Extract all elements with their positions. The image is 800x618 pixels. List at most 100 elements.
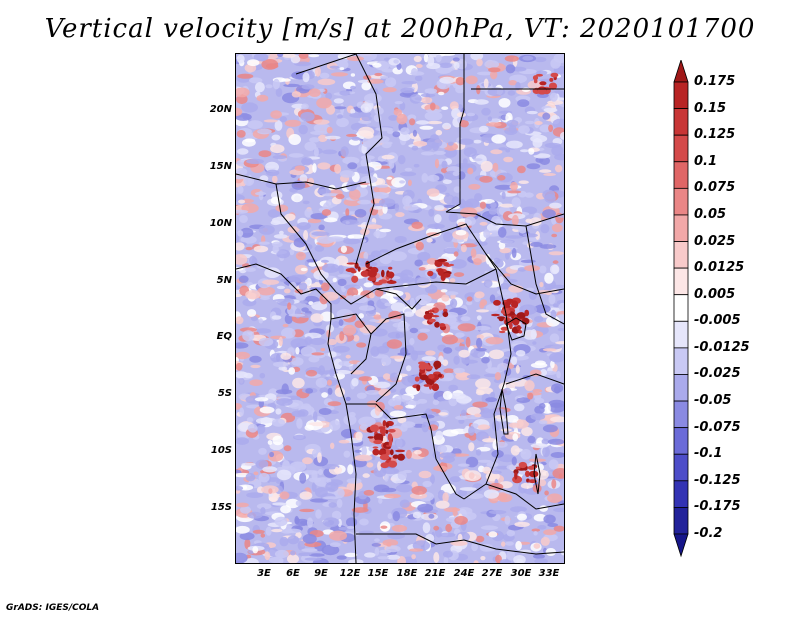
velocity-cell: [534, 558, 548, 563]
velocity-cell: [426, 137, 443, 148]
velocity-cell: [491, 470, 502, 475]
velocity-cell: [340, 428, 358, 439]
velocity-cell: [342, 219, 359, 225]
velocity-cell: [452, 171, 460, 177]
velocity-cell: [356, 342, 367, 348]
velocity-cell: [508, 422, 520, 428]
velocity-cell: [236, 316, 244, 325]
velocity-cell: [293, 434, 306, 441]
velocity-cell: [299, 300, 308, 304]
velocity-cell: [344, 284, 361, 290]
velocity-cell: [495, 441, 508, 448]
velocity-cell: [405, 404, 415, 409]
velocity-cell: [336, 555, 347, 560]
velocity-cell: [476, 315, 482, 321]
velocity-cell: [371, 454, 376, 461]
velocity-cell: [499, 559, 512, 563]
velocity-cell: [544, 193, 556, 203]
velocity-cell: [541, 438, 549, 445]
border-angola-north: [346, 403, 432, 430]
velocity-cell: [505, 251, 510, 260]
velocity-cell: [313, 119, 330, 125]
velocity-cell: [252, 529, 265, 534]
velocity-cell: [372, 62, 382, 68]
velocity-cell: [236, 167, 248, 176]
colorbar-segment: [673, 214, 689, 242]
velocity-cell: [258, 150, 272, 158]
border-namibia: [463, 539, 564, 555]
velocity-cell: [364, 552, 376, 558]
velocity-cell: [253, 54, 269, 62]
velocity-cell: [301, 470, 320, 475]
velocity-cell: [456, 395, 472, 404]
velocity-cell: [532, 138, 543, 148]
velocity-cell: [549, 333, 560, 343]
velocity-cell: [428, 289, 438, 293]
velocity-cell: [472, 401, 488, 408]
velocity-cell: [236, 148, 249, 155]
lon-label: 9E: [314, 568, 328, 579]
updraft-cell: [443, 308, 448, 313]
velocity-cell: [255, 191, 267, 196]
velocity-cell: [268, 556, 284, 563]
velocity-cell: [550, 92, 558, 102]
velocity-cell: [386, 176, 393, 180]
velocity-cell: [294, 165, 306, 171]
velocity-cell: [272, 435, 284, 446]
velocity-cell: [370, 346, 380, 357]
velocity-cell: [443, 556, 449, 563]
lakes: [499, 317, 541, 495]
velocity-cell: [292, 377, 305, 389]
colorbar-segment: [673, 374, 689, 402]
velocity-cell: [308, 355, 320, 363]
velocity-cell: [415, 64, 423, 68]
velocity-cell: [458, 138, 474, 145]
velocity-cell: [322, 263, 340, 273]
velocity-cell: [387, 532, 405, 540]
velocity-cell: [395, 484, 413, 493]
velocity-cell: [327, 379, 332, 386]
velocity-cell: [287, 554, 299, 563]
velocity-cell: [349, 189, 361, 200]
velocity-cell: [359, 54, 377, 61]
updraft-cell: [429, 309, 433, 313]
velocity-cell: [419, 125, 434, 130]
velocity-cell: [294, 61, 311, 67]
velocity-cell: [382, 87, 397, 93]
velocity-cell: [379, 249, 389, 253]
velocity-cell: [417, 332, 428, 341]
velocity-cell: [237, 73, 254, 79]
velocity-cell: [343, 450, 351, 458]
velocity-cell: [482, 199, 495, 204]
velocity-cell: [533, 531, 538, 536]
velocity-cell: [414, 75, 423, 82]
velocity-cell: [249, 355, 262, 363]
velocity-cell: [426, 188, 440, 197]
updraft-cell: [395, 449, 406, 453]
velocity-cell: [269, 451, 275, 458]
velocity-cell: [432, 399, 440, 406]
velocity-cell: [487, 87, 506, 97]
velocity-cell: [250, 315, 258, 322]
updraft-cell: [382, 420, 387, 427]
velocity-cell: [498, 98, 511, 108]
velocity-cell: [542, 424, 558, 433]
updraft-cell: [354, 262, 359, 269]
velocity-cell: [544, 490, 549, 496]
velocity-cell: [347, 464, 354, 475]
velocity-cell: [442, 492, 449, 503]
velocity-cell: [356, 392, 367, 399]
velocity-cell: [280, 505, 292, 514]
velocity-cell: [401, 421, 416, 428]
velocity-cell: [413, 55, 422, 63]
velocity-cell: [311, 352, 325, 356]
velocity-cell: [455, 85, 465, 94]
velocity-cell: [315, 487, 328, 498]
velocity-cell: [250, 364, 261, 369]
velocity-cell: [435, 54, 442, 63]
velocity-cell: [488, 67, 501, 73]
velocity-cell: [453, 62, 460, 69]
lon-label: 24E: [453, 568, 475, 579]
velocity-cell: [245, 290, 261, 300]
velocity-cell: [479, 175, 493, 183]
